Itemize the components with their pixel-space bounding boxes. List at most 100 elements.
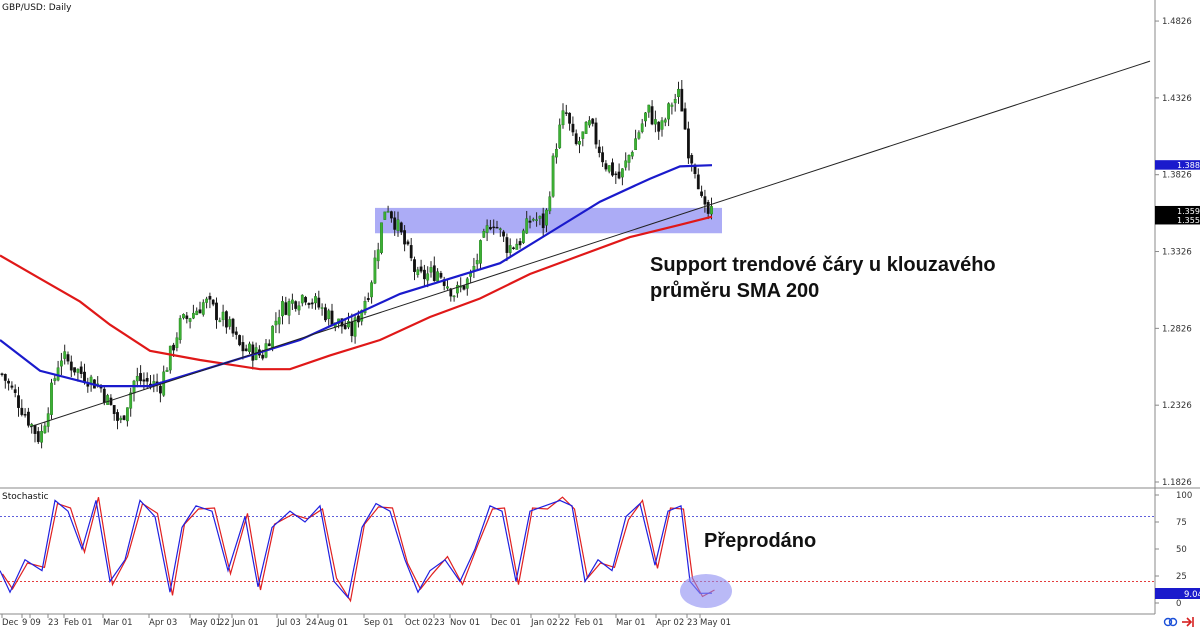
candle-body	[683, 108, 687, 130]
candle-body	[83, 371, 86, 383]
candle-body	[208, 295, 212, 300]
link-icon[interactable]	[1163, 617, 1178, 627]
candle-body	[324, 307, 327, 321]
candle-body	[304, 297, 307, 303]
price-label: 1.3888	[1177, 161, 1200, 170]
candle-body	[376, 249, 380, 262]
candle-body	[195, 310, 199, 316]
candle-body	[700, 191, 704, 196]
candle-body	[644, 112, 647, 122]
stoch-d-line	[1, 496, 715, 603]
main-price-axis: 1.4826 1.4326 1.3826 1.3326 1.2826 1.2326 1.18…	[1155, 17, 1192, 488]
x-tick-label: 23	[434, 618, 445, 628]
support-annotation: Support trendové čáry u klouzavého průměr…	[650, 254, 996, 302]
sma-200-line	[0, 215, 713, 371]
candle-body	[7, 380, 11, 384]
x-tick-label: Feb 01	[575, 618, 604, 628]
price-label-bg	[1155, 205, 1200, 216]
candle-body	[588, 120, 591, 126]
candle-body	[300, 294, 304, 304]
candle-body	[244, 348, 248, 352]
candle-body	[502, 231, 505, 237]
candle-body	[310, 302, 314, 305]
arrow-icon[interactable]	[1182, 617, 1194, 627]
candle-body	[594, 122, 598, 145]
candle-body	[76, 368, 80, 373]
candle-body	[277, 317, 281, 325]
candle-body	[564, 112, 568, 114]
candle-body	[515, 243, 519, 250]
candle-body	[86, 384, 90, 387]
candle-body	[706, 202, 710, 214]
x-tick-label: 22	[219, 618, 230, 628]
candle-body	[574, 133, 578, 145]
candle-body	[522, 230, 525, 243]
candle-body	[366, 298, 370, 300]
candle-body	[637, 132, 641, 139]
candle-body	[413, 259, 416, 272]
candle-body	[228, 319, 232, 327]
candle-body	[690, 155, 694, 164]
candle-body	[158, 385, 162, 394]
candle-body	[69, 361, 73, 371]
candle-body	[201, 302, 205, 315]
candle-body	[479, 240, 482, 264]
candle-body	[393, 217, 397, 230]
x-tick-label: Apr 03	[149, 618, 177, 628]
candle-body	[231, 318, 235, 334]
x-tick-label: Jul 03	[276, 618, 301, 628]
candle-body	[281, 301, 284, 317]
candle-body	[139, 373, 142, 382]
candle-body	[145, 378, 149, 382]
stoch-y-tick-label: 75	[1176, 518, 1187, 528]
candle-body	[343, 324, 347, 330]
candle-body	[687, 128, 690, 159]
support-annotation-line: Support trendové čáry u klouzavého	[650, 254, 996, 276]
candle-body	[360, 310, 364, 322]
candle-body	[528, 220, 532, 223]
candle-body	[541, 213, 545, 229]
candle-body	[17, 395, 20, 408]
main-y-tick-label: 1.2326	[1162, 401, 1192, 411]
candle-body	[188, 318, 192, 322]
candle-body	[584, 121, 588, 134]
candle-body	[274, 320, 278, 326]
candle-body	[23, 414, 27, 416]
candle-body	[634, 138, 638, 151]
candle-body	[56, 367, 60, 381]
candle-body	[27, 411, 30, 426]
candle-body	[581, 131, 585, 139]
candle-body	[611, 162, 614, 176]
trendline	[29, 60, 1151, 428]
candle-body	[555, 149, 558, 158]
candle-body	[172, 344, 175, 351]
candle-body	[429, 267, 433, 273]
main-y-tick-label: 1.3326	[1162, 248, 1192, 258]
candle-body	[350, 321, 354, 337]
candle-body	[696, 174, 700, 190]
candle-body	[475, 260, 479, 265]
candle-body	[456, 285, 459, 294]
candle-body	[330, 310, 334, 326]
stoch-levels	[0, 516, 1155, 582]
candle-body	[0, 373, 4, 375]
candle-body	[406, 241, 410, 245]
candle-body	[327, 310, 331, 320]
candle-body	[221, 311, 225, 321]
candle-body	[185, 315, 189, 319]
candle-body	[396, 219, 400, 231]
candle-body	[386, 211, 390, 213]
candle-body	[498, 228, 502, 230]
main-y-tick-label: 1.4326	[1162, 94, 1192, 104]
candle-body	[106, 395, 110, 405]
candle-body	[287, 301, 291, 316]
support-zone	[375, 207, 722, 234]
candle-body	[40, 431, 44, 443]
candle-body	[657, 121, 661, 132]
candle-body	[165, 369, 169, 372]
x-tick-label: Jan 02	[530, 618, 558, 628]
candle-body	[20, 407, 24, 415]
